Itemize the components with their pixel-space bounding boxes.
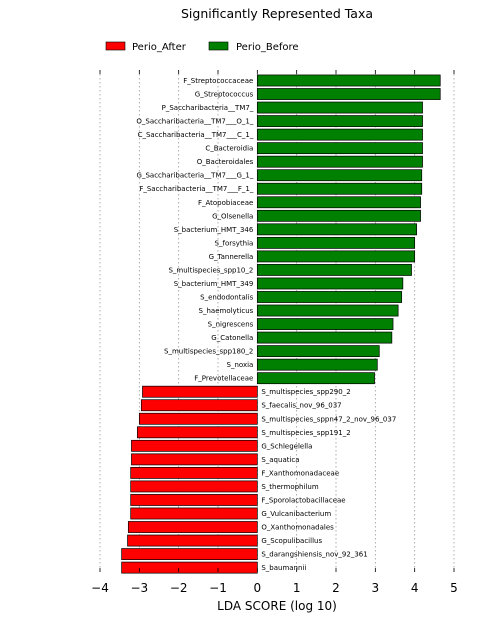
chart-title: Significantly Represented Taxa (181, 6, 373, 21)
bar (142, 385, 258, 398)
bar-label: S_baumannii (261, 564, 306, 572)
x-tick-label: −1 (209, 581, 227, 595)
bar-label: F_Atopobiaceae (198, 199, 253, 207)
bar-label: S_haemolyticus (199, 307, 254, 315)
bar-labels: F_Streptococcaceae G_Streptococcus P_Sacch… (136, 77, 396, 572)
bar-label: G_Schlegelella (261, 442, 312, 450)
bar (127, 534, 258, 547)
bar (121, 548, 258, 560)
bar-label: G_Catonella (211, 334, 253, 342)
bar-label: F_Saccharibacteria__TM7___F_1_ (139, 185, 253, 193)
bar-label: G_Vulcanibacterium (261, 510, 331, 518)
bar (256, 372, 375, 385)
bar (256, 101, 423, 114)
bar-label: O_Xanthomonadales (261, 524, 334, 532)
bar-label: S_thermophilum (261, 483, 318, 491)
bar (256, 277, 404, 290)
bar-label: G_Olsenella (212, 212, 253, 220)
x-axis-label: LDA SCORE (log 10) (217, 599, 337, 613)
bar (256, 236, 416, 249)
bar (130, 467, 258, 479)
bar (256, 182, 423, 195)
bar (256, 209, 421, 222)
bar-label: C_Saccharibacteria__TM7___C_1_ (138, 131, 254, 139)
x-tick-label: 2 (332, 581, 340, 595)
bar-label: S_bacterium_HMT_346 (174, 226, 254, 234)
bar-label: S_aquatica (261, 456, 299, 464)
bar (256, 358, 378, 371)
bar-label: C_Bacteroidia (205, 145, 253, 153)
legend-label-perio-after: Perio_After (132, 42, 187, 53)
x-tick-label: 0 (254, 581, 262, 595)
legend: Perio_After Perio_Before (105, 41, 299, 53)
bar (256, 155, 423, 168)
bar-label: S_nigrescens (208, 321, 254, 329)
bar (256, 142, 423, 155)
bar-label: S_darangshiensis_nov_92_361 (261, 551, 367, 559)
bar (138, 412, 258, 425)
bar-label: F_Xanthomonadaceae (261, 469, 339, 477)
bar (137, 426, 258, 439)
legend-swatch-perio-after (105, 41, 126, 51)
bar-label: S_bacterium_HMT_349 (174, 280, 254, 288)
legend-label-perio-before: Perio_Before (236, 42, 299, 53)
bar-label: S_noxia (227, 361, 254, 369)
x-axis: −4 −3 −2 −1 0 1 2 3 4 5 (91, 70, 458, 595)
bar-label: F_Prevotellaceae (194, 375, 253, 383)
bar (256, 331, 393, 344)
bar-label: O_Bacteroidales (197, 158, 254, 166)
bar-label: G_Scopulibacillus (261, 537, 322, 545)
bar (256, 169, 423, 182)
bar-label: O_Saccharibacteria__TM7___O_1_ (136, 118, 253, 126)
bar (127, 521, 258, 533)
bar (130, 480, 258, 493)
x-tick-label: −4 (91, 581, 109, 595)
legend-swatch-perio-before (208, 41, 229, 51)
x-tick-label: 4 (411, 581, 419, 595)
bar-label: G_Tannerella (209, 253, 254, 261)
bar-label: S_forsythia (215, 239, 254, 247)
bar (256, 196, 421, 209)
bar-label: S_multispecies_spp191_2 (261, 429, 350, 437)
bar (131, 453, 258, 466)
bar-label: S_multispecies_spp10_2 (168, 266, 253, 274)
bar (140, 399, 258, 412)
bar (256, 318, 394, 330)
bar-label: S_multispecies_spp290_2 (261, 388, 350, 396)
bar (121, 561, 258, 574)
bar-label: F_Sporolactobacillaceae (261, 496, 345, 504)
x-tick-label: −3 (130, 581, 148, 595)
bar-label: G_Saccharibacteria__TM7___G_1_ (137, 172, 254, 180)
bar (256, 291, 403, 303)
bar-label: P_Saccharibacteria__TM7_ (162, 104, 254, 112)
bar-label: F_Streptococcaceae (183, 77, 253, 85)
bar (131, 439, 258, 452)
bar (256, 88, 441, 100)
bar (256, 128, 423, 141)
bar (256, 223, 417, 236)
bar-label: G_Streptococcus (195, 91, 254, 99)
bar-label: S_faecalis_nov_96_037 (261, 402, 341, 410)
bar-label: S_multispecies_sppn47_2_nov_96_037 (261, 415, 396, 423)
x-tick-label: −2 (170, 581, 188, 595)
bar (256, 345, 380, 358)
bar (256, 74, 441, 87)
bar (256, 304, 399, 317)
x-tick-label: 5 (450, 581, 458, 595)
bar-label: S_endodontalis (200, 293, 253, 301)
bar (256, 264, 412, 276)
bars (121, 74, 441, 574)
bar (130, 507, 258, 520)
bar-label: S_multispecies_spp180_2 (164, 348, 253, 356)
bar (130, 494, 258, 506)
bar (256, 115, 423, 127)
x-tick-label: 3 (372, 581, 380, 595)
x-tick-label: 1 (293, 581, 301, 595)
bar (256, 250, 416, 263)
